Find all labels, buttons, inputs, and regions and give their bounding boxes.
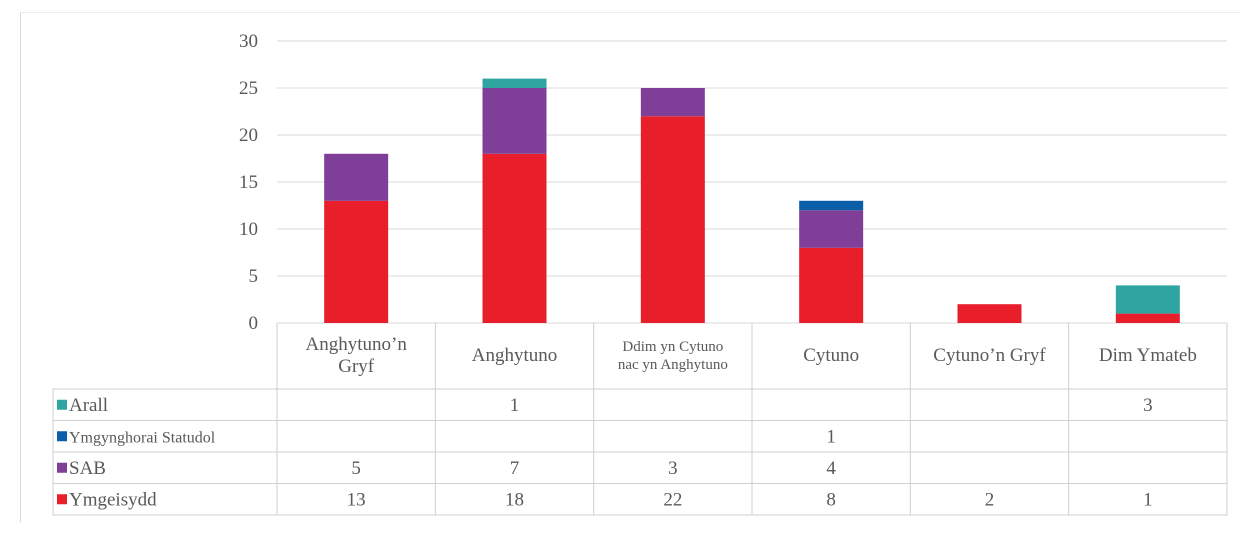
- x-category-label: Anghytuno: [472, 345, 558, 366]
- table-value: 18: [505, 489, 524, 510]
- x-category-label: nac yn Anghytuno: [618, 357, 728, 373]
- table-value: 1: [510, 395, 520, 416]
- table-value: 5: [351, 458, 361, 479]
- table-value: 8: [826, 489, 836, 510]
- y-tick-label: 15: [239, 172, 258, 193]
- bar-segment: [482, 153, 547, 323]
- x-category-label: Cytuno’n Gryf: [933, 345, 1046, 366]
- bar-segment: [1115, 313, 1180, 323]
- x-category-label: Anghytuno’n: [306, 334, 408, 355]
- x-category-label: Dim Ymateb: [1099, 345, 1197, 366]
- table-value: 3: [668, 458, 678, 479]
- table-value: 2: [985, 489, 995, 510]
- bar-segment: [799, 247, 864, 323]
- series-label: Ymgynghorai Statudol: [69, 429, 216, 446]
- y-tick-label: 10: [239, 219, 258, 240]
- y-tick-label: 0: [249, 313, 259, 334]
- y-tick-label: 25: [239, 78, 258, 99]
- bar-segment: [640, 116, 705, 323]
- table-value: 22: [663, 489, 682, 510]
- legend-swatch: [57, 399, 67, 410]
- table-value: 1: [1143, 489, 1153, 510]
- bar-segment: [1115, 285, 1180, 314]
- bar-segment: [324, 200, 389, 323]
- bar-segment: [482, 78, 547, 88]
- y-tick-label: 20: [239, 125, 258, 146]
- x-category-label: Gryf: [338, 356, 375, 377]
- bar-segment: [324, 153, 389, 201]
- table-value: 3: [1143, 395, 1153, 416]
- table-value: 7: [510, 458, 520, 479]
- legend-swatch: [57, 431, 67, 442]
- series-label: Ymgeisydd: [69, 489, 157, 510]
- bar-segment: [482, 88, 547, 154]
- table-value: 1: [826, 426, 836, 447]
- y-tick-label: 5: [249, 266, 259, 287]
- bar-segment: [957, 304, 1022, 323]
- legend-swatch: [57, 494, 67, 505]
- table-value: 4: [826, 458, 836, 479]
- bar-segment: [640, 88, 705, 117]
- series-label: Arall: [69, 395, 108, 416]
- table-value: 13: [347, 489, 366, 510]
- series-label: SAB: [69, 458, 106, 479]
- chart-frame: [20, 12, 1240, 522]
- x-category-label: Ddim yn Cytuno: [622, 339, 723, 355]
- bar-segment: [799, 210, 864, 248]
- legend-swatch: [57, 462, 67, 473]
- bar-segment: [799, 200, 864, 211]
- y-tick-label: 30: [239, 31, 258, 52]
- x-category-label: Cytuno: [803, 345, 859, 366]
